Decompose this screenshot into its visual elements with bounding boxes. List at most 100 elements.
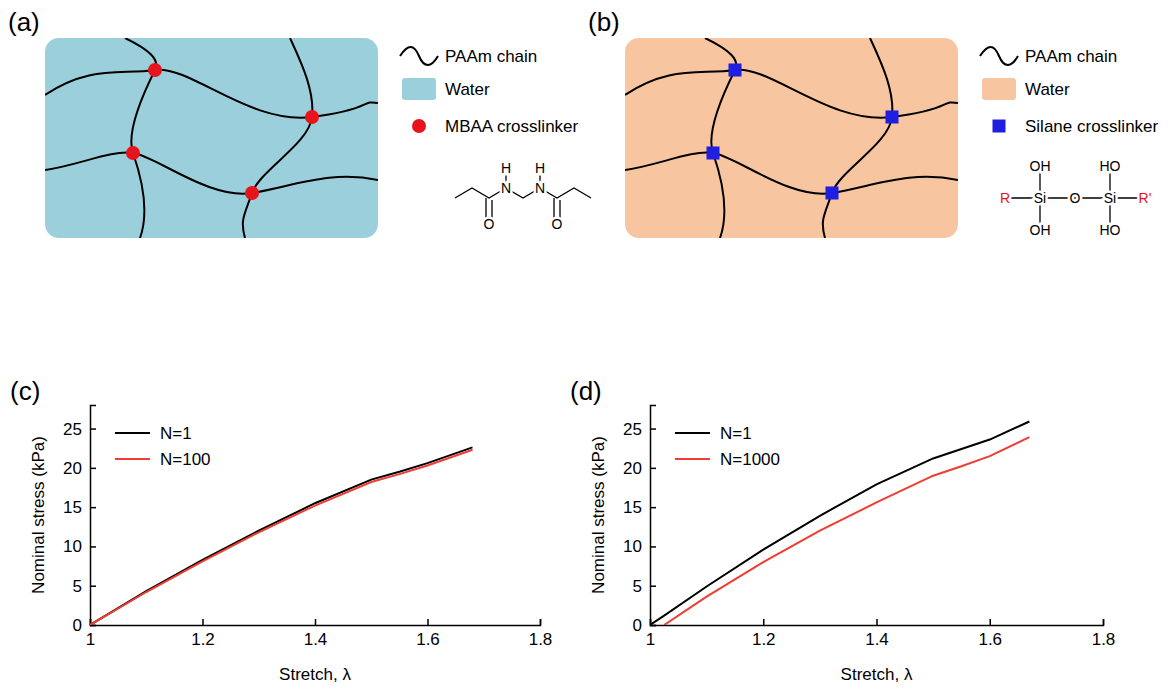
atom-label: O [552, 216, 563, 232]
tick-mark [650, 468, 656, 470]
atom-label: N [501, 180, 511, 196]
axis-line [91, 619, 541, 626]
tick-label: 1 [646, 630, 655, 649]
legend-swatch [675, 458, 710, 460]
tick-label: 10 [63, 537, 82, 556]
polymer-chain [243, 38, 313, 238]
atom-label: OH [1030, 158, 1051, 174]
y-tick: 20 [63, 459, 96, 478]
tick-mark [427, 619, 429, 625]
tick-mark [90, 428, 96, 430]
tick-mark [90, 585, 96, 587]
y-tick: 5 [633, 577, 656, 596]
atom-label: OH [1030, 222, 1051, 238]
x-tick: 1.4 [304, 619, 328, 649]
legend-label: Water [1025, 80, 1070, 99]
y-axis-title: Nominal stress (kPa) [589, 436, 608, 594]
chains [45, 38, 378, 238]
panel-label: (a) [8, 7, 40, 37]
atom-label: HO [1100, 158, 1121, 174]
x-tick: 1.4 [865, 619, 889, 649]
y-tick: 0 [633, 616, 656, 635]
bond [553, 198, 554, 218]
x-tick: 1.8 [1092, 619, 1116, 649]
tick-mark [650, 546, 656, 548]
polymer-chain [45, 153, 378, 194]
y-tick: 10 [63, 537, 96, 556]
tick-mark [876, 619, 878, 625]
legend-label: Silane crosslinker [1025, 117, 1159, 136]
x-tick: 1.2 [191, 619, 215, 649]
atom-label: R [1000, 190, 1010, 206]
data-line [664, 437, 1029, 625]
legend-water-swatch [982, 78, 1016, 100]
y-axis: 0 5 10 15 20 25 [623, 406, 656, 635]
panel-label: (c) [10, 376, 40, 406]
tick-mark [90, 468, 96, 470]
legend-chain-swatch [400, 47, 438, 65]
crosslinker [729, 64, 742, 77]
network-diagram [625, 38, 958, 238]
tick-mark [650, 507, 656, 509]
legend-label: PAAm chain [1025, 47, 1117, 66]
tick-label: 1 [86, 630, 95, 649]
tick-mark [202, 619, 204, 625]
tick-mark [90, 507, 96, 509]
tick-label: 1.2 [752, 630, 776, 649]
legend-label: Water [445, 80, 490, 99]
tick-mark [540, 619, 542, 625]
y-tick: 10 [623, 537, 656, 556]
legend-swatch [115, 458, 150, 460]
legend-swatch [675, 432, 710, 434]
crosslinker [826, 187, 839, 200]
legend-chain-swatch [980, 47, 1018, 65]
water-background [45, 38, 378, 238]
crosslinker [148, 63, 162, 77]
legend-label: N=1 [160, 424, 192, 443]
chemical-structure: OHHORSiOSiR'OHHO [1000, 158, 1151, 238]
tick-mark [650, 585, 656, 587]
legend-swatch [115, 432, 150, 434]
tick-label: 20 [623, 459, 642, 478]
legend-label: N=100 [160, 450, 211, 469]
tick-label: 1.8 [1092, 630, 1116, 649]
y-tick: 5 [73, 577, 96, 596]
atom-label: Si [1104, 190, 1116, 206]
axis-line [651, 619, 1104, 626]
x-tick: 1.6 [416, 619, 440, 649]
x-axis-title: Stretch, λ [279, 665, 351, 684]
crosslinker [707, 147, 720, 160]
tick-mark [1103, 619, 1105, 625]
x-axis: 1 1.2 1.4 1.6 1.8 [646, 619, 1116, 649]
tick-label: 10 [623, 537, 642, 556]
atom-label: H [535, 160, 545, 176]
plot-area [650, 422, 1029, 626]
tick-mark [763, 619, 765, 625]
y-tick: 25 [63, 420, 96, 439]
tick-label: 20 [63, 459, 82, 478]
tick-label: 1.6 [978, 630, 1002, 649]
tick-mark [990, 619, 992, 625]
tick-label: 0 [633, 616, 642, 635]
crosslinker [126, 146, 140, 160]
tick-label: 25 [623, 420, 642, 439]
chemical-structure: HNHNOO [455, 160, 591, 232]
legend-crosslinker-swatch [993, 120, 1006, 133]
tick-label: 5 [633, 577, 642, 596]
tick-label: 1.2 [191, 630, 215, 649]
tick-mark [90, 546, 96, 548]
y-tick: 15 [623, 498, 656, 517]
data-line [650, 422, 1029, 626]
atom-label: O [484, 216, 495, 232]
tick-label: 1.6 [416, 630, 440, 649]
x-tick: 1.6 [978, 619, 1002, 649]
tick-label: 15 [63, 498, 82, 517]
x-axis: 11.21.41.61.8 [86, 619, 553, 649]
tick-label: 5 [73, 577, 82, 596]
atom-label: R' [1139, 190, 1152, 206]
y-axis-title: Nominal stress (kPa) [29, 436, 48, 594]
tick-label: 1.4 [865, 630, 889, 649]
y-tick: 25 [623, 420, 656, 439]
panel-label: (d) [570, 376, 602, 406]
tick-label: 15 [623, 498, 642, 517]
